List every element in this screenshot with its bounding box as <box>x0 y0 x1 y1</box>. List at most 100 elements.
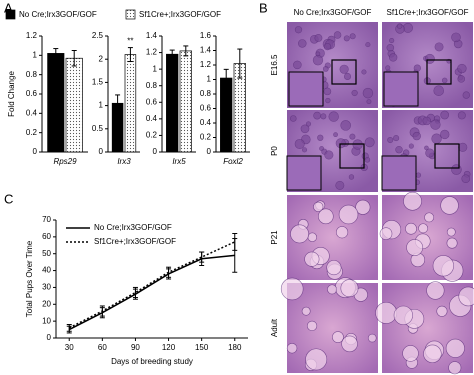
bar <box>124 54 137 153</box>
y-tick-label: 30 <box>42 283 51 292</box>
tissue-texture <box>322 66 329 72</box>
tissue-texture <box>413 64 421 72</box>
zoom-box <box>339 143 365 169</box>
tissue-texture <box>405 222 417 235</box>
column-header: Sf1Cre+;Irx3GOF/GOF <box>386 8 468 17</box>
significance: ** <box>127 37 133 46</box>
tissue-texture <box>458 286 474 307</box>
y-axis-label: Total Pups Over Time <box>25 240 34 317</box>
tissue-texture <box>332 331 344 343</box>
y-tick-label: 1 <box>33 50 38 59</box>
tissue-texture <box>326 260 342 276</box>
tissue-texture <box>448 361 462 375</box>
y-tick-label: 20 <box>42 299 51 308</box>
tissue-texture <box>433 85 444 96</box>
tissue-texture <box>320 113 327 120</box>
tissue-texture <box>341 335 358 353</box>
tissue-texture <box>338 204 359 225</box>
tissue-texture <box>298 39 307 48</box>
y-tick-label: 1.4 <box>200 46 212 55</box>
tissue-texture <box>375 301 398 324</box>
tissue-texture <box>451 32 461 43</box>
line <box>68 241 236 329</box>
tissue-texture <box>301 306 311 316</box>
y-tick-label: 0.8 <box>200 89 212 98</box>
y-tick-label: 60 <box>42 232 51 241</box>
histology-panel: No Cre;Irx3GOF/GOF Sf1Cre+;Irx3GOF/GOF E16… <box>270 8 474 375</box>
tissue-texture <box>294 138 305 149</box>
tissue-texture <box>340 279 359 298</box>
tissue-texture <box>440 110 450 120</box>
tissue-texture <box>457 63 467 74</box>
y-tick-label: 1 <box>99 101 104 110</box>
tissue-texture <box>461 174 471 184</box>
tissue-texture <box>323 87 332 96</box>
tissue-texture <box>355 199 371 215</box>
legend-label: No Cre;Irx3GOF/GOF <box>94 223 172 232</box>
row-label: P21 <box>270 230 279 245</box>
tissue-texture <box>385 65 391 71</box>
tissue-texture <box>415 172 422 178</box>
x-tick-label: 180 <box>228 343 242 352</box>
line <box>68 254 235 331</box>
y-tick-label: 0.8 <box>26 70 38 79</box>
tissue-texture <box>317 134 324 141</box>
tissue-texture <box>280 277 304 301</box>
y-tick-label: 0.4 <box>26 108 38 117</box>
tissue-texture <box>451 164 462 175</box>
y-tick-label: 1.2 <box>26 31 38 40</box>
y-tick-label: 0.2 <box>146 131 158 140</box>
tissue-texture <box>434 42 444 52</box>
tissue-texture <box>457 75 466 83</box>
inset-box <box>288 71 324 107</box>
tissue-texture <box>293 60 302 70</box>
tissue-texture <box>426 281 445 300</box>
legend-label: No Cre;Irx3GOF/GOF <box>19 10 97 19</box>
tissue-texture <box>389 37 395 44</box>
tissue-texture <box>364 137 375 148</box>
y-tick-label: 70 <box>42 215 51 224</box>
tissue-texture <box>349 33 356 40</box>
y-tick-label: 0 <box>99 147 104 156</box>
y-tick-label: 50 <box>42 249 51 258</box>
y-tick-label: 1.6 <box>200 31 212 40</box>
bar <box>166 53 179 153</box>
tissue-texture <box>457 111 466 120</box>
tissue-texture <box>367 333 377 343</box>
tissue-texture <box>379 227 393 240</box>
tissue-texture <box>425 148 435 158</box>
column-header: No Cre;Irx3GOF/GOF <box>294 8 372 17</box>
tissue-texture <box>462 91 470 99</box>
y-tick-label: 0.4 <box>146 114 158 123</box>
tissue-texture <box>418 223 429 234</box>
tissue-texture <box>396 23 403 29</box>
x-tick-label: Irx5 <box>172 157 186 166</box>
y-tick-label: 10 <box>42 316 51 325</box>
tissue-texture <box>361 69 367 75</box>
inset-box <box>383 71 419 107</box>
tissue-texture <box>446 237 458 249</box>
x-tick-label: 30 <box>65 343 74 352</box>
tissue-texture <box>305 121 312 127</box>
tissue-texture <box>440 196 459 215</box>
row-label: P0 <box>270 146 279 156</box>
bar <box>65 57 83 153</box>
row-label: Adult <box>270 318 279 337</box>
tissue-texture <box>339 64 349 74</box>
y-tick-label: 1.5 <box>92 78 104 87</box>
tissue-texture <box>324 150 334 160</box>
tissue-texture <box>312 55 324 66</box>
tissue-texture <box>335 180 345 190</box>
tissue-texture <box>365 42 371 48</box>
y-tick-label: 0.5 <box>92 124 104 133</box>
x-tick-label: Rps29 <box>53 157 77 166</box>
tissue-texture <box>318 208 334 225</box>
y-tick-label: 2 <box>99 54 104 63</box>
y-tick-label: 0.6 <box>26 89 38 98</box>
legend-label: Sf1Cre+;Irx3GOF/GOF <box>94 237 176 246</box>
tissue-texture <box>446 227 456 237</box>
tissue-texture <box>290 224 309 244</box>
tissue-texture <box>348 174 355 180</box>
panel-label: A <box>4 0 13 15</box>
